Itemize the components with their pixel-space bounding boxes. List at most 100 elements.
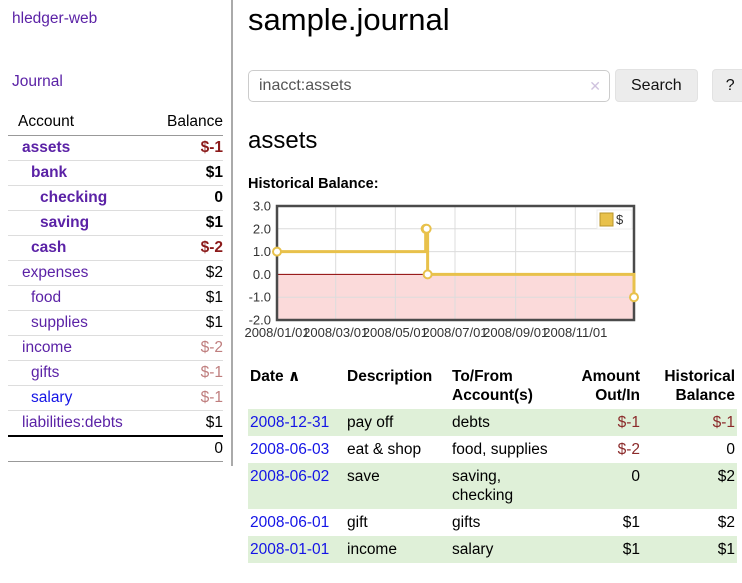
account-row: bank $1: [8, 161, 223, 186]
register-column-line2: Out/In: [595, 387, 640, 404]
account-link[interactable]: salary: [31, 389, 73, 406]
historical-balance-chart: 3.0 2.0 1.0 0.0 -1.0 -2.0 2008/01/01 2008/03/01…: [244, 199, 742, 346]
transaction-balance-cell: $-1: [642, 409, 737, 436]
search-input[interactable]: [248, 69, 610, 102]
account-balance: $1: [205, 214, 223, 231]
transaction-balance-cell: $2: [642, 463, 737, 509]
account-row: salary $-1: [8, 386, 223, 411]
account-link[interactable]: food: [31, 289, 62, 306]
transaction-amount-cell: $-1: [558, 409, 642, 436]
brand-link[interactable]: hledger-web: [12, 10, 98, 27]
transaction-accounts-cell: food, supplies: [452, 441, 548, 458]
transaction-balance-cell: $2: [717, 514, 735, 531]
register-column-date[interactable]: Date ∧: [250, 368, 301, 385]
transaction-date-link[interactable]: 2008-01-01: [250, 541, 330, 558]
transaction-amount-cell: $-2: [617, 441, 640, 458]
account-balance: $-2: [200, 339, 223, 356]
transaction-description-cell: pay off: [345, 409, 450, 436]
account-balance: $-1: [200, 389, 223, 406]
page-title: sample.journal: [248, 2, 450, 37]
search-button[interactable]: Search: [615, 69, 698, 102]
transaction-description-cell: gift: [347, 514, 368, 531]
account-link[interactable]: liabilities:debts: [22, 414, 123, 431]
account-row: supplies $1: [8, 311, 223, 336]
accounts-total-row: 0: [8, 435, 223, 462]
account-row: food $1: [8, 286, 223, 311]
transaction-amount-cell: $1: [622, 514, 640, 531]
account-balance: $-1: [200, 139, 223, 156]
register-column-line2: Balance: [675, 387, 735, 404]
register-row: 2008-06-03 eat & shop food, supplies $-2 0: [248, 436, 737, 463]
account-row: cash $-2: [8, 236, 223, 261]
account-link[interactable]: bank: [31, 164, 68, 181]
sidebar-item-journal[interactable]: Journal: [12, 73, 63, 90]
search-input-wrap: ✕: [248, 69, 610, 102]
transaction-date-cell: 2008-06-01: [248, 509, 345, 536]
sidebar: hledger-web Journal Account Balance asse…: [0, 0, 233, 466]
account-link[interactable]: cash: [31, 239, 67, 256]
account-balance: $2: [205, 264, 223, 281]
sort-asc-icon[interactable]: ∧: [283, 368, 301, 385]
account-balance: $1: [205, 314, 223, 331]
accounts-column-account: Account: [18, 113, 75, 130]
transaction-accounts-cell: gifts: [452, 514, 481, 531]
main-content: sample.journal ✕ Search ? assets Histori…: [233, 0, 742, 583]
svg-text:2008/05/01: 2008/05/01: [363, 325, 428, 340]
account-link[interactable]: expenses: [22, 264, 89, 281]
account-link[interactable]: supplies: [31, 314, 88, 331]
transaction-date-cell: 2008-01-01: [248, 536, 345, 563]
transaction-date-cell: 2008-06-03: [248, 436, 345, 463]
account-link[interactable]: checking: [40, 189, 108, 206]
account-row: checking 0: [8, 186, 223, 211]
transaction-amount-cell: 0: [558, 463, 642, 509]
register-row: 2008-12-31 pay off debts $-1 $-1: [248, 409, 737, 436]
accounts-rows: assets $-1 bank $1 checking 0 saving $1 cash $-2 e…: [8, 136, 223, 435]
account-balance: $1: [205, 414, 223, 431]
clear-search-icon[interactable]: ✕: [589, 77, 601, 94]
account-link[interactable]: income: [22, 339, 72, 356]
svg-text:2.0: 2.0: [253, 221, 271, 236]
account-link[interactable]: assets: [22, 139, 71, 156]
account-balance: $-2: [200, 239, 223, 256]
register-column-description: Description: [347, 368, 433, 385]
account-heading: assets: [248, 127, 318, 154]
chart-title: Historical Balance:: [248, 176, 379, 192]
transaction-date-link[interactable]: 2008-06-02: [250, 468, 330, 485]
account-row: expenses $2: [8, 261, 223, 286]
transaction-date-link[interactable]: 2008-06-01: [250, 514, 330, 531]
account-balance: $-1: [200, 364, 223, 381]
transaction-date-link[interactable]: 2008-12-31: [250, 414, 330, 431]
accounts-table-header: Account Balance: [8, 111, 223, 136]
account-balance: $1: [205, 164, 223, 181]
transaction-date-cell: 2008-06-02: [248, 463, 345, 509]
register-column-tofrom: To/From Account(s): [450, 365, 558, 409]
svg-text:0.0: 0.0: [253, 267, 271, 282]
svg-text:2008/07/01: 2008/07/01: [422, 325, 487, 340]
svg-text:1.0: 1.0: [253, 244, 271, 259]
account-row: saving $1: [8, 211, 223, 236]
transaction-description-cell: eat & shop: [347, 441, 422, 458]
transaction-description-cell: save: [345, 463, 450, 509]
account-row: gifts $-1: [8, 361, 223, 386]
help-button[interactable]: ?: [711, 69, 742, 102]
transaction-amount-cell: $1: [558, 536, 642, 563]
transaction-date-cell: 2008-12-31: [248, 409, 345, 436]
svg-text:3.0: 3.0: [253, 199, 271, 214]
account-row: liabilities:debts $1: [8, 411, 223, 435]
register-row: 2008-01-01 income salary $1 $1: [248, 536, 737, 563]
account-balance: 0: [214, 189, 223, 206]
svg-text:$: $: [616, 212, 624, 227]
account-row: assets $-1: [8, 136, 223, 161]
transaction-accounts-cell: salary: [450, 536, 558, 563]
accounts-total-value: 0: [214, 440, 223, 457]
svg-text:2008/01/01: 2008/01/01: [244, 325, 309, 340]
svg-text:2008/09/01: 2008/09/01: [483, 325, 548, 340]
register-row: 2008-06-01 gift gifts $1 $2: [248, 509, 737, 536]
register-column-historical: Historical Balance: [642, 365, 737, 409]
accounts-column-balance: Balance: [166, 113, 223, 130]
register-table-body: 2008-12-31 pay off debts $-1 $-1 2008-06-03 ea…: [248, 409, 737, 563]
transaction-date-link[interactable]: 2008-06-03: [250, 441, 330, 458]
account-link[interactable]: saving: [40, 214, 90, 231]
account-link[interactable]: gifts: [31, 364, 60, 381]
